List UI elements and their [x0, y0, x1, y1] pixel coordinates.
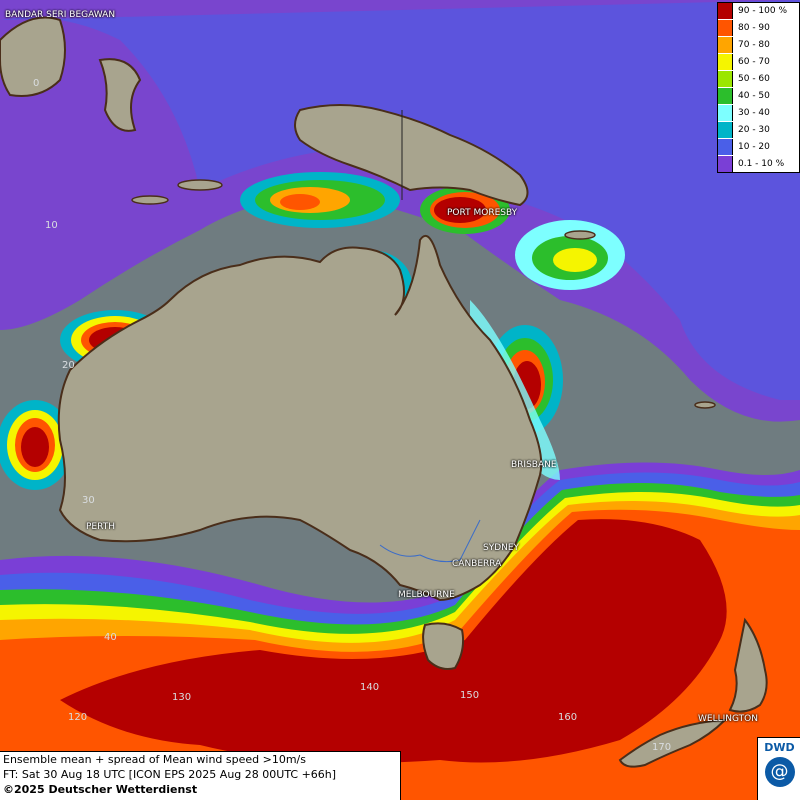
- lon-label-140: 140: [360, 682, 380, 693]
- lon-label-150: 150: [460, 690, 480, 701]
- legend-label: 10 - 20: [738, 142, 770, 152]
- lat-label-30: 30: [82, 495, 95, 506]
- legend-swatch: [718, 20, 733, 36]
- lat-label-0: 0: [33, 78, 40, 89]
- probability-legend: 90 - 100 % 80 - 90 70 - 80 60 - 70 50 - 60 40…: [717, 2, 800, 173]
- legend-swatch: [718, 156, 733, 172]
- legend-label: 20 - 30: [738, 125, 770, 135]
- legend-label: 30 - 40: [738, 108, 770, 118]
- legend-row: 20 - 30: [718, 122, 799, 139]
- legend-label: 80 - 90: [738, 23, 770, 33]
- city-label-perth: PERTH: [86, 522, 115, 532]
- legend-swatch: [718, 54, 733, 70]
- lon-label-130: 130: [172, 692, 192, 703]
- legend-swatch: [718, 37, 733, 53]
- city-label-bandar: BANDAR SERI BEGAWAN: [5, 10, 116, 20]
- legend-label: 50 - 60: [738, 74, 770, 84]
- legend-row: 60 - 70: [718, 54, 799, 71]
- legend-label: 90 - 100 %: [738, 6, 788, 16]
- legend-row: 40 - 50: [718, 88, 799, 105]
- swirl-icon: @: [764, 757, 795, 787]
- city-label-melbourne: MELBOURNE: [398, 590, 455, 600]
- legend-label: 60 - 70: [738, 57, 770, 67]
- legend-swatch: [718, 105, 733, 121]
- legend-row: 80 - 90: [718, 20, 799, 37]
- legend-row: 70 - 80: [718, 37, 799, 54]
- lon-label-170: 170: [652, 742, 672, 753]
- info-copyright: ©2025 Deutscher Wetterdienst: [3, 783, 198, 796]
- info-forecast-time: FT: Sat 30 Aug 18 UTC [ICON EPS 2025 Aug…: [3, 768, 337, 781]
- dwd-logo: DWD @: [757, 737, 800, 800]
- legend-swatch: [718, 88, 733, 104]
- murray-river: [379, 519, 481, 563]
- legend-row: 0.1 - 10 %: [718, 156, 799, 172]
- lat-label-20: 20: [62, 360, 75, 371]
- city-label-port-moresby: PORT MORESBY: [447, 208, 518, 218]
- legend-label: 70 - 80: [738, 40, 770, 50]
- legend-label: 0.1 - 10 %: [738, 159, 785, 169]
- legend-row: 10 - 20: [718, 139, 799, 156]
- city-label-brisbane: BRISBANE: [511, 460, 557, 470]
- legend-swatch: [718, 139, 733, 155]
- legend-swatch: [718, 122, 733, 138]
- tasmania-land: [422, 622, 465, 670]
- legend-row: 50 - 60: [718, 71, 799, 88]
- city-label-canberra: CANBERRA: [452, 559, 502, 569]
- southern-wind-field: [0, 462, 800, 800]
- lat-label-40: 40: [104, 632, 117, 643]
- info-title: Ensemble mean + spread of Mean wind spee…: [3, 753, 306, 766]
- legend-swatch: [718, 71, 733, 87]
- australia-land: [57, 234, 543, 602]
- sulawesi-land: [98, 58, 142, 132]
- lon-label-120: 120: [68, 712, 88, 723]
- lon-label-160: 160: [558, 712, 578, 723]
- legend-label: 40 - 50: [738, 91, 770, 101]
- info-panel: Ensemble mean + spread of Mean wind spee…: [0, 751, 401, 800]
- city-label-wellington: WELLINGTON: [698, 714, 758, 724]
- legend-row: 30 - 40: [718, 105, 799, 122]
- nz-north-island: [728, 617, 768, 713]
- borneo-land: [0, 16, 66, 97]
- landmasses: [0, 16, 768, 768]
- new-guinea-land: [294, 104, 529, 207]
- legend-row: 90 - 100 %: [718, 3, 799, 20]
- nz-south-island: [618, 718, 728, 768]
- lat-label-10: 10: [45, 220, 58, 231]
- dwd-logo-text: DWD: [764, 741, 795, 754]
- legend-swatch: [718, 3, 733, 19]
- city-label-sydney: SYDNEY: [483, 543, 520, 553]
